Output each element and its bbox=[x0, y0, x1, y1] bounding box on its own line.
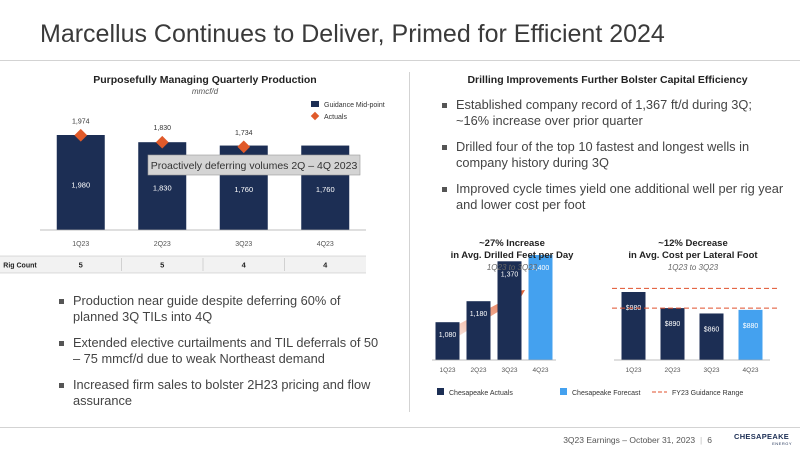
legend-actuals-swatch bbox=[437, 388, 444, 395]
bullet-item: Production near guide despite deferring … bbox=[57, 293, 382, 326]
production-bullets: Production near guide despite deferring … bbox=[57, 293, 382, 418]
feet-per-day-chart-title: ~27% Increase in Avg. Drilled Feet per D… bbox=[437, 238, 587, 262]
x-tick-label: 3Q23 bbox=[502, 367, 518, 374]
legend-forecast-label: Chesapeake Forecast bbox=[572, 390, 641, 397]
x-tick-label: 1Q23 bbox=[626, 367, 642, 374]
rig-count-label: Rig Count bbox=[3, 263, 37, 270]
feet-per-day-bar-label: 1,400 bbox=[532, 265, 550, 272]
bullet-item: Drilled four of the top 10 fastest and l… bbox=[440, 139, 785, 172]
cost-per-foot-chart-title: ~12% Decrease in Avg. Cost per Lateral F… bbox=[618, 238, 768, 262]
production-chart-unit: mmcf/d bbox=[191, 87, 219, 96]
production-chart-title: Purposefully Managing Quarterly Producti… bbox=[93, 74, 317, 86]
company-logo: CHESAPEAKE ENERGY bbox=[734, 432, 792, 446]
footer-divider bbox=[0, 427, 800, 428]
cost-per-foot-bar-label: $880 bbox=[743, 323, 759, 330]
cost-per-foot-bar bbox=[660, 308, 685, 360]
feet-per-day-bar bbox=[466, 301, 491, 360]
feet-per-day-bar bbox=[528, 255, 553, 360]
drilling-bullets: Established company record of 1,367 ft/d… bbox=[440, 97, 785, 222]
x-tick-label: 4Q23 bbox=[533, 367, 549, 374]
footer-separator: | bbox=[700, 435, 703, 445]
legend-actuals-label: Actuals bbox=[324, 114, 347, 121]
deferral-callout-box bbox=[147, 154, 361, 176]
legend-guidance-label: Guidance Mid-point bbox=[324, 102, 385, 109]
feet-per-day-title-line2: in Avg. Drilled Feet per Day bbox=[450, 249, 574, 261]
production-bar bbox=[56, 135, 105, 230]
actuals-label: 1,830 bbox=[153, 125, 171, 132]
production-bar-label: 1,830 bbox=[153, 183, 172, 192]
bullet-item: Improved cycle times yield one additiona… bbox=[440, 181, 785, 214]
rig-count-value: 4 bbox=[323, 261, 328, 270]
feet-per-day-bar-label: 1,370 bbox=[501, 271, 519, 278]
drilling-section-title: Drilling Improvements Further Bolster Ca… bbox=[467, 74, 748, 86]
footer: 3Q23 Earnings – October 31, 2023 | 6 bbox=[563, 435, 712, 445]
legend-guidance-label: FY23 Guidance Range bbox=[672, 390, 743, 397]
bullet-item: Extended elective curtailments and TIL d… bbox=[57, 335, 382, 368]
x-tick-label: 1Q23 bbox=[440, 367, 456, 374]
page-title: Marcellus Continues to Deliver, Primed f… bbox=[40, 20, 665, 48]
feet-per-day-bar bbox=[435, 322, 460, 360]
x-tick-label: 3Q23 bbox=[235, 241, 252, 248]
rig-count-value: 5 bbox=[160, 261, 164, 270]
footer-text: 3Q23 Earnings – October 31, 2023 bbox=[563, 435, 696, 445]
actuals-label: 1,974 bbox=[72, 118, 90, 125]
cost-per-foot-bar-label: $860 bbox=[704, 326, 720, 333]
rig-count-value: 5 bbox=[79, 261, 83, 270]
legend-forecast-swatch bbox=[560, 388, 567, 395]
legend-actuals-label: Chesapeake Actuals bbox=[449, 390, 513, 397]
title-divider bbox=[0, 60, 800, 61]
logo-subtext: ENERGY bbox=[772, 441, 792, 446]
actuals-marker bbox=[155, 135, 169, 149]
feet-per-day-chart-subtitle: 1Q23 to 3Q23 bbox=[486, 263, 538, 272]
cost-per-foot-bar bbox=[699, 313, 724, 360]
x-tick-label: 1Q23 bbox=[72, 241, 89, 248]
feet-per-day-bar bbox=[497, 261, 522, 360]
x-tick-label: 3Q23 bbox=[704, 367, 720, 374]
cost-per-foot-bar bbox=[738, 309, 763, 360]
cost-per-foot-title-line2: in Avg. Cost per Lateral Foot bbox=[628, 249, 758, 261]
x-tick-label: 2Q23 bbox=[665, 367, 681, 374]
actuals-marker bbox=[74, 128, 88, 142]
cost-per-foot-bar bbox=[621, 292, 646, 360]
legend-actuals-swatch bbox=[310, 111, 320, 121]
x-tick-label: 2Q23 bbox=[154, 241, 171, 248]
deferral-callout-text: Proactively deferring volumes 2Q – 4Q 20… bbox=[151, 160, 358, 172]
bullet-item: Established company record of 1,367 ft/d… bbox=[440, 97, 785, 130]
panel-divider bbox=[409, 72, 410, 412]
logo-wordmark: CHESAPEAKE bbox=[734, 432, 790, 441]
feet-per-day-title-line1: ~27% Increase bbox=[479, 238, 545, 249]
rig-count-value: 4 bbox=[242, 261, 247, 270]
x-tick-label: 4Q23 bbox=[743, 367, 759, 374]
x-tick-label: 4Q23 bbox=[317, 241, 334, 248]
cost-per-foot-bar-label: $890 bbox=[665, 321, 681, 328]
production-bar-label: 1,760 bbox=[316, 185, 335, 194]
actuals-label: 1,734 bbox=[235, 130, 253, 137]
production-bar-label: 1,760 bbox=[234, 185, 253, 194]
bullet-item: Increased firm sales to bolster 2H23 pri… bbox=[57, 377, 382, 410]
feet-per-day-bar-label: 1,080 bbox=[439, 332, 457, 339]
legend-guidance-swatch bbox=[311, 101, 319, 107]
page-number: 6 bbox=[707, 435, 712, 445]
x-tick-label: 2Q23 bbox=[471, 367, 487, 374]
feet-per-day-bar-label: 1,180 bbox=[470, 311, 488, 318]
cost-per-foot-bar-label: $980 bbox=[626, 305, 642, 312]
cost-per-foot-chart-subtitle: 1Q23 to 3Q23 bbox=[667, 263, 719, 272]
actuals-marker bbox=[237, 140, 251, 154]
rig-count-row bbox=[0, 256, 366, 273]
cost-per-foot-title-line1: ~12% Decrease bbox=[658, 238, 728, 249]
production-bar-label: 1,980 bbox=[71, 180, 90, 189]
